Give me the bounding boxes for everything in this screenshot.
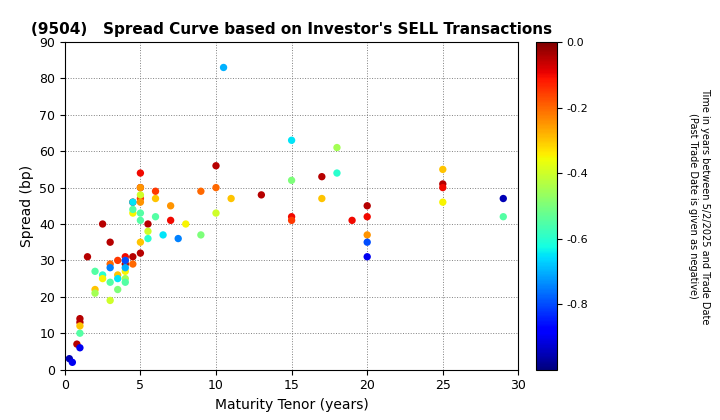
Point (74, 323, 86, 329)
Point (120, 261, 131, 268)
Point (210, 163, 222, 169)
Point (120, 257, 131, 264)
Point (165, 202, 176, 209)
Point (127, 253, 138, 260)
Point (127, 206, 138, 213)
Point (120, 279, 131, 286)
Point (96, 272, 108, 278)
Point (256, 192, 267, 198)
Point (120, 264, 131, 271)
Title: (9504)   Spread Curve based on Investor's SELL Transactions: (9504) Spread Curve based on Investor's … (31, 22, 552, 37)
Point (142, 220, 154, 227)
Point (165, 217, 176, 224)
Point (331, 144, 343, 151)
Point (120, 275, 131, 282)
Point (135, 184, 146, 191)
Point (104, 264, 116, 271)
Point (74, 315, 86, 322)
Point (361, 202, 373, 209)
Point (74, 344, 86, 351)
X-axis label: Maturity Tenor (years): Maturity Tenor (years) (215, 398, 369, 412)
Point (74, 330, 86, 336)
Point (63, 355, 75, 362)
Point (127, 199, 138, 205)
Point (437, 166, 449, 173)
Point (437, 184, 449, 191)
Point (89, 290, 101, 297)
Point (195, 231, 207, 238)
Point (346, 217, 358, 224)
Point (112, 272, 124, 278)
Point (112, 257, 124, 264)
Point (135, 210, 146, 216)
Point (120, 253, 131, 260)
Point (217, 64, 229, 71)
Point (142, 228, 154, 235)
Point (112, 275, 124, 282)
Point (104, 297, 116, 304)
Point (498, 213, 509, 220)
Point (150, 213, 161, 220)
Point (286, 177, 297, 184)
Point (150, 188, 161, 194)
Point (498, 195, 509, 202)
Point (127, 199, 138, 205)
Point (135, 199, 146, 205)
Y-axis label: Time in years between 5/2/2025 and Trade Date
(Past Trade Date is given as negat: Time in years between 5/2/2025 and Trade… (688, 88, 710, 324)
Point (150, 195, 161, 202)
Point (104, 261, 116, 268)
Point (437, 181, 449, 187)
Point (286, 217, 297, 224)
Point (96, 275, 108, 282)
Point (225, 195, 237, 202)
Point (120, 268, 131, 275)
Point (361, 239, 373, 246)
Point (112, 286, 124, 293)
Point (135, 239, 146, 246)
Point (135, 217, 146, 224)
Point (331, 170, 343, 176)
Point (316, 195, 328, 202)
Point (135, 192, 146, 198)
Y-axis label: Spread (bp): Spread (bp) (19, 165, 34, 247)
Point (135, 250, 146, 257)
Point (66, 359, 78, 366)
Point (120, 257, 131, 264)
Point (361, 231, 373, 238)
Point (135, 184, 146, 191)
Point (142, 235, 154, 242)
Point (180, 220, 192, 227)
Point (286, 137, 297, 144)
Point (210, 184, 222, 191)
Point (127, 210, 138, 216)
Point (195, 188, 207, 194)
Point (361, 213, 373, 220)
Point (135, 195, 146, 202)
Point (316, 173, 328, 180)
Point (89, 268, 101, 275)
Point (361, 253, 373, 260)
Point (286, 213, 297, 220)
Point (74, 319, 86, 326)
Point (127, 261, 138, 268)
Point (96, 220, 108, 227)
Point (104, 239, 116, 246)
Point (104, 279, 116, 286)
Point (89, 286, 101, 293)
Point (71, 341, 83, 347)
Point (135, 170, 146, 176)
Point (157, 231, 168, 238)
Point (173, 235, 184, 242)
Point (81, 253, 94, 260)
Point (210, 210, 222, 216)
Point (437, 199, 449, 205)
